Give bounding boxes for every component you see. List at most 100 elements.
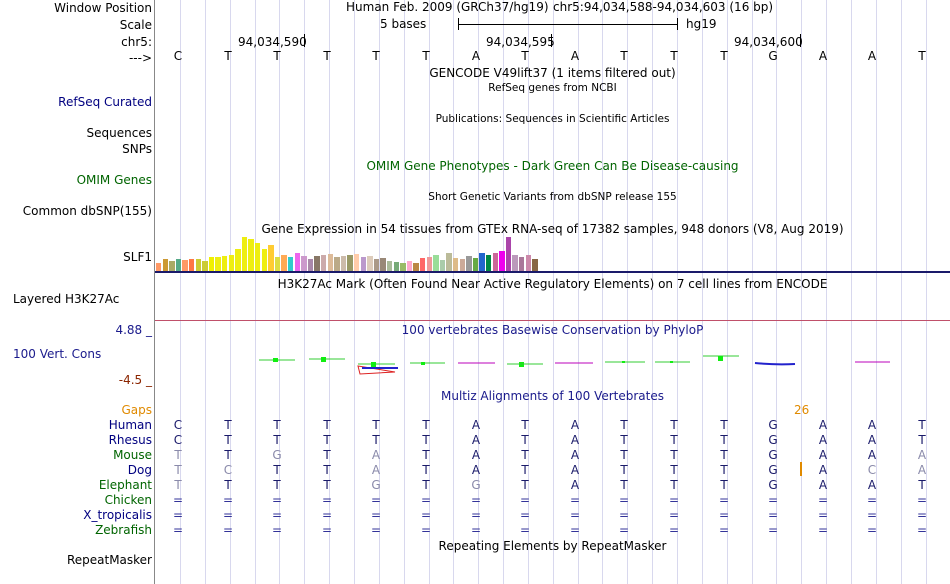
gtex-tissue-bar[interactable] xyxy=(281,255,287,271)
gtex-tissue-bar[interactable] xyxy=(413,263,419,271)
gtex-tissue-bar[interactable] xyxy=(519,257,525,271)
gtex-tissue-bar[interactable] xyxy=(301,256,307,271)
slf1-track-label[interactable]: SLF1 xyxy=(123,250,152,264)
window-position-value: chr5:94,034,588-94,034,603 (16 bp) xyxy=(553,0,774,14)
gtex-tissue-bar[interactable] xyxy=(340,256,347,271)
gtex-tissue-bar[interactable] xyxy=(525,255,531,271)
cons-track-label[interactable]: 100 Vert. Cons xyxy=(13,347,102,361)
window-position-label: Window Position xyxy=(54,1,152,15)
alignment-base: A xyxy=(867,448,877,462)
gtex-tissue-bar[interactable] xyxy=(433,255,439,271)
species-label-dog[interactable]: Dog xyxy=(127,463,152,477)
gap-marker xyxy=(800,462,802,476)
gtex-tissue-bar[interactable] xyxy=(255,243,261,271)
gtex-tissue-bar[interactable] xyxy=(162,259,168,271)
gtex-tissue-bar[interactable] xyxy=(373,259,380,271)
gtex-tissue-bar[interactable] xyxy=(387,261,393,271)
gtex-tissue-bar[interactable] xyxy=(327,254,333,271)
alignment-base: = xyxy=(618,493,630,507)
gtex-tissue-bar[interactable] xyxy=(334,257,340,271)
gtex-tissue-bar[interactable] xyxy=(492,253,498,271)
gtex-tissue-bar[interactable] xyxy=(486,255,492,271)
gtex-tissue-bar[interactable] xyxy=(189,259,195,271)
gtex-tissue-bar[interactable] xyxy=(241,237,248,271)
dbsnp-track-label[interactable]: Common dbSNP(155) xyxy=(22,204,152,218)
gtex-tissue-bar[interactable] xyxy=(294,253,300,271)
reference-base: T xyxy=(720,49,728,63)
gtex-tissue-bar[interactable] xyxy=(268,245,274,271)
alignment-base: T xyxy=(521,448,529,462)
gtex-tissue-bar[interactable] xyxy=(347,255,353,271)
gtex-tissue-bar[interactable] xyxy=(222,256,228,271)
gtex-tissue-bar[interactable] xyxy=(261,249,267,271)
gtex-tissue-bar[interactable] xyxy=(466,256,472,271)
alignment-base: A xyxy=(471,463,481,477)
strand-label: ---> xyxy=(128,51,152,65)
gtex-tissue-bar[interactable] xyxy=(274,257,281,271)
gtex-tissue-bar[interactable] xyxy=(235,249,241,271)
species-label-human[interactable]: Human xyxy=(108,418,152,432)
gtex-tissue-bar[interactable] xyxy=(175,259,182,271)
gtex-tissue-bar[interactable] xyxy=(208,257,215,271)
gencode-track-title[interactable]: GENCODE V49lift37 (1 items filtered out) xyxy=(429,66,676,80)
alignment-base: T xyxy=(422,448,430,462)
guide-line xyxy=(205,0,206,584)
omim-track-label[interactable]: OMIM Genes xyxy=(76,173,152,187)
phylop-signal[interactable] xyxy=(155,350,950,378)
gtex-tissue-bar[interactable] xyxy=(400,263,406,271)
gtex-tissue-bar[interactable] xyxy=(420,258,426,271)
gtex-tissue-bar[interactable] xyxy=(472,258,479,271)
gtex-tissue-bar[interactable] xyxy=(512,255,518,271)
gtex-tissue-bar[interactable] xyxy=(532,259,538,271)
gtex-tissue-bar[interactable] xyxy=(314,256,320,271)
snps-track-label[interactable]: SNPs xyxy=(122,142,152,156)
species-label-chicken[interactable]: Chicken xyxy=(104,493,152,507)
gtex-tissue-bar[interactable] xyxy=(156,263,162,271)
species-label-x_tropicalis[interactable]: X_tropicalis xyxy=(83,508,152,522)
species-label-mouse[interactable]: Mouse xyxy=(113,448,152,462)
repeatmasker-track-label[interactable]: RepeatMasker xyxy=(66,553,152,567)
gtex-tissue-bar[interactable] xyxy=(360,257,366,271)
alignment-base: C xyxy=(223,463,233,477)
gtex-tissue-bar[interactable] xyxy=(406,261,413,271)
gtex-tissue-bar[interactable] xyxy=(169,261,175,271)
gtex-tissue-bar[interactable] xyxy=(202,261,208,271)
gtex-tissue-bar[interactable] xyxy=(439,260,446,271)
refseq-track-label[interactable]: RefSeq Curated xyxy=(58,95,152,109)
gtex-tissue-bar[interactable] xyxy=(479,253,485,271)
refseq-track-title: RefSeq genes from NCBI xyxy=(488,82,617,94)
h3k27ac-track-label[interactable]: Layered H3K27Ac xyxy=(13,292,120,306)
gtex-tissue-bar[interactable] xyxy=(499,251,505,271)
gtex-tissue-bar[interactable] xyxy=(393,262,399,271)
gtex-tissue-bar[interactable] xyxy=(453,258,459,271)
alignment-base: A xyxy=(570,478,580,492)
alignment-base: T xyxy=(720,478,728,492)
gtex-tissue-bar[interactable] xyxy=(215,257,221,271)
gtex-tissue-bar[interactable] xyxy=(367,256,373,271)
gtex-tissue-bar[interactable] xyxy=(321,255,327,271)
gtex-tissue-bar[interactable] xyxy=(446,253,452,271)
alignment-base: C xyxy=(867,463,877,477)
sequences-track-label[interactable]: Sequences xyxy=(86,126,152,140)
species-label-elephant[interactable]: Elephant xyxy=(98,478,152,492)
gtex-tissue-bar[interactable] xyxy=(354,254,360,271)
gtex-tissue-bar[interactable] xyxy=(380,258,386,271)
gtex-tissue-bar[interactable] xyxy=(248,239,254,271)
gtex-tissue-bar[interactable] xyxy=(505,237,512,271)
species-label-zebrafish[interactable]: Zebrafish xyxy=(95,523,152,537)
gtex-tissue-bar[interactable] xyxy=(307,259,314,271)
publications-track-title[interactable]: Publications: Sequences in Scientific Ar… xyxy=(435,113,670,125)
gtex-tissue-bar[interactable] xyxy=(195,259,201,271)
gtex-tissue-bar[interactable] xyxy=(459,259,465,271)
gtex-tissue-bar[interactable] xyxy=(182,260,188,271)
species-label-rhesus[interactable]: Rhesus xyxy=(108,433,152,447)
alignment-base: C xyxy=(173,433,183,447)
gtex-tissue-bar[interactable] xyxy=(426,257,432,271)
gtex-tissue-bar[interactable] xyxy=(228,255,234,271)
guide-line xyxy=(876,0,877,584)
alignment-base: = xyxy=(370,508,382,522)
alignment-base: A xyxy=(570,433,580,447)
gtex-tissue-bar[interactable] xyxy=(288,257,294,271)
guide-line xyxy=(180,0,181,584)
guide-line xyxy=(230,0,231,584)
